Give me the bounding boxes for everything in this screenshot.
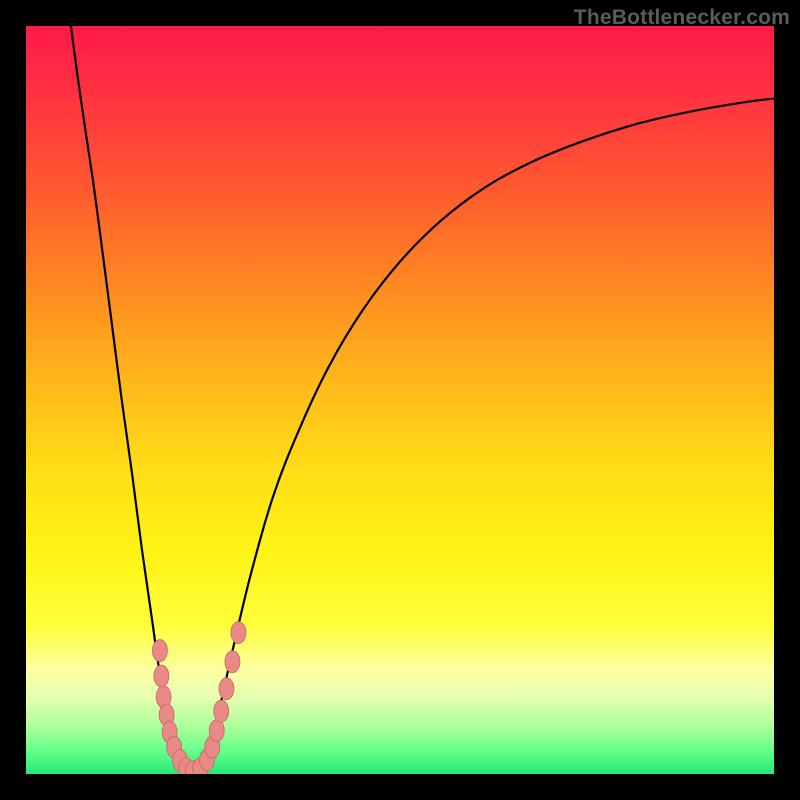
data-marker bbox=[214, 700, 229, 722]
chart-svg bbox=[26, 26, 774, 774]
data-marker bbox=[152, 640, 167, 662]
data-marker bbox=[219, 678, 234, 700]
data-marker bbox=[231, 622, 246, 644]
data-marker bbox=[209, 720, 224, 742]
figure-root: TheBottlenecker.com bbox=[0, 0, 800, 800]
data-marker bbox=[154, 665, 169, 687]
plot-area bbox=[26, 26, 774, 774]
data-marker bbox=[225, 651, 240, 673]
watermark-text: TheBottlenecker.com bbox=[574, 6, 790, 30]
gradient-background bbox=[26, 26, 774, 774]
